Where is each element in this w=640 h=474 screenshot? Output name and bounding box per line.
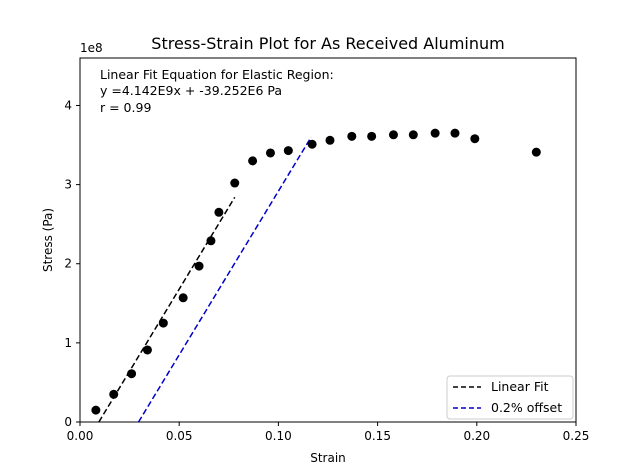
- y-offset-text: 1e8: [80, 41, 103, 55]
- y-tick-label: 3: [64, 178, 72, 192]
- data-point: [127, 369, 137, 379]
- data-point: [283, 146, 293, 156]
- data-point: [214, 207, 224, 217]
- data-point: [470, 134, 480, 144]
- data-point: [388, 130, 398, 140]
- legend: Linear Fit 0.2% offset: [446, 375, 574, 420]
- y-axis-label: Stress (Pa): [41, 208, 55, 272]
- x-tick-label: 0.10: [265, 429, 292, 443]
- annotation-line-1: Linear Fit Equation for Elastic Region:: [100, 67, 334, 82]
- data-point: [450, 128, 460, 138]
- chart-title: Stress-Strain Plot for As Received Alumi…: [151, 34, 504, 53]
- data-point: [248, 156, 258, 166]
- y-tick-label: 1: [64, 336, 72, 350]
- data-point: [367, 131, 377, 141]
- data-point: [430, 128, 440, 138]
- data-point: [206, 236, 216, 246]
- data-point: [178, 293, 188, 303]
- data-point: [230, 178, 240, 188]
- data-layer: [91, 128, 541, 423]
- series-line-offset: [137, 136, 312, 423]
- data-point: [325, 135, 335, 145]
- x-tick-label: 0.00: [67, 429, 94, 443]
- legend-label-linear-fit: Linear Fit: [491, 379, 549, 394]
- annotation-line-3: r = 0.99: [100, 100, 151, 115]
- data-point: [347, 131, 357, 141]
- data-point: [265, 148, 275, 158]
- x-tick-label: 0.20: [463, 429, 490, 443]
- series-line-linear-fit: [98, 196, 236, 423]
- data-point: [408, 130, 418, 140]
- data-point: [91, 405, 101, 415]
- y-tick-label: 0: [64, 415, 72, 429]
- data-point: [531, 147, 541, 157]
- x-axis-label: Strain: [310, 451, 346, 465]
- plot-area: [79, 57, 577, 423]
- x-axis: 0.00 0.05 0.10 0.15 0.20 0.25: [67, 422, 590, 443]
- data-point: [307, 139, 317, 149]
- legend-label-offset: 0.2% offset: [491, 400, 562, 415]
- data-point: [109, 389, 119, 399]
- data-point: [158, 318, 168, 328]
- x-tick-label: 0.25: [563, 429, 590, 443]
- annotation-line-2: y =4.142E9x + -39.252E6 Pa: [100, 83, 282, 98]
- x-tick-label: 0.15: [364, 429, 391, 443]
- fit-annotation: Linear Fit Equation for Elastic Region: …: [100, 67, 334, 115]
- data-point: [194, 261, 204, 271]
- x-tick-label: 0.05: [166, 429, 193, 443]
- y-axis: 0 1 2 3 4: [64, 98, 80, 429]
- y-tick-label: 2: [64, 257, 72, 271]
- data-point: [142, 345, 152, 355]
- y-tick-label: 4: [64, 98, 72, 112]
